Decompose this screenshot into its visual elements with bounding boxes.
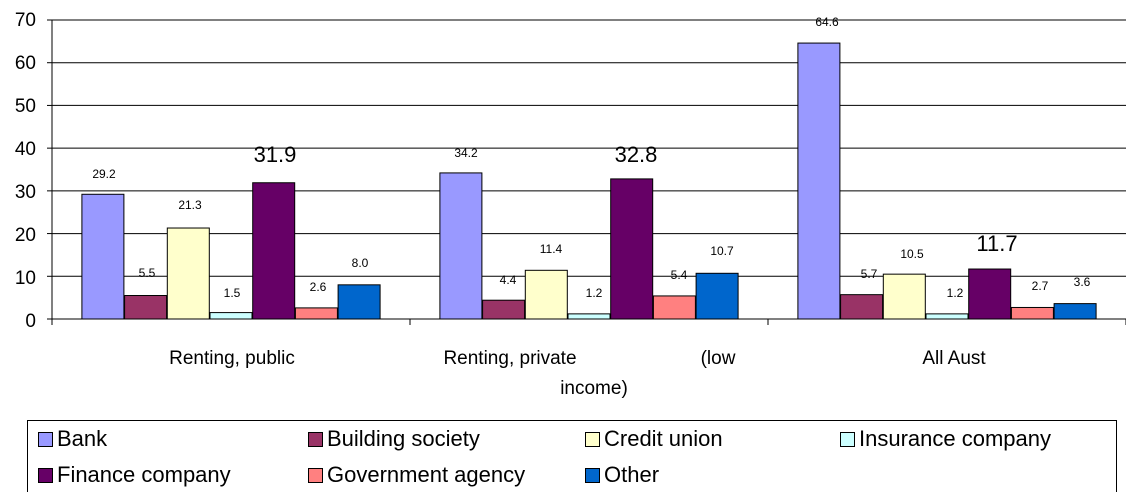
- bar: [337, 284, 381, 320]
- legend-label: Government agency: [327, 462, 526, 487]
- legend-item-government-agency[interactable]: Government agency: [308, 459, 525, 491]
- legend-swatch-other: [585, 467, 600, 483]
- x-tick-label-low: (low: [701, 348, 736, 369]
- data-label: 2.6: [310, 280, 327, 294]
- y-tick-label: 50: [15, 96, 36, 117]
- x-tick-label-income: income): [560, 378, 628, 399]
- bar: [840, 294, 884, 320]
- legend-swatch-building-society: [308, 431, 323, 447]
- legend-label: Insurance company: [859, 426, 1051, 451]
- data-label: 10.7: [710, 244, 734, 258]
- data-label: 29.2: [92, 167, 116, 181]
- data-label: 10.5: [900, 247, 924, 261]
- data-label: 8.0: [352, 256, 369, 270]
- bar: [294, 307, 338, 320]
- legend-swatch-finance-company: [38, 467, 53, 483]
- bar: [610, 178, 654, 320]
- legend-item-credit-union[interactable]: Credit union: [585, 423, 723, 455]
- bar: [524, 269, 568, 320]
- legend-label: Other: [604, 462, 660, 487]
- data-label: 11.4: [540, 242, 563, 256]
- legend-label: Building society: [327, 426, 480, 451]
- axes: [47, 19, 1126, 325]
- legend-swatch-credit-union: [585, 431, 600, 447]
- legend-swatch-insurance-company: [840, 431, 855, 447]
- legend-item-building-society[interactable]: Building society: [308, 423, 480, 455]
- y-tick-label: 30: [15, 182, 36, 203]
- gridlines: [52, 19, 1126, 277]
- bar-chart: 0 10 20 30 40 50 60 70 Renting, public R…: [15, 10, 1126, 399]
- data-label: 2.7: [1032, 279, 1049, 293]
- y-tick-label: 60: [15, 53, 36, 74]
- bar: [652, 295, 696, 320]
- legend-label: Finance company: [57, 462, 231, 487]
- bars: [81, 42, 1097, 320]
- data-labels: 29.2 5.5 21.3 1.5 31.9 2.6 8.0 34.2 4.4 …: [92, 15, 1090, 300]
- bar: [695, 272, 739, 320]
- bar: [797, 42, 841, 320]
- legend: Bank Building society Credit union Insur…: [27, 420, 1117, 492]
- data-label: 1.2: [947, 286, 964, 300]
- bar: [482, 299, 526, 320]
- bar: [925, 313, 969, 320]
- y-tick-label: 0: [25, 311, 36, 332]
- legend-item-finance-company[interactable]: Finance company: [38, 459, 231, 491]
- data-label: 1.5: [224, 286, 241, 300]
- bar: [252, 182, 296, 320]
- bar: [1053, 303, 1097, 320]
- y-tick-label: 10: [15, 268, 36, 289]
- x-tick-label-all-aust: All Aust: [922, 348, 986, 369]
- data-label: 3.6: [1074, 275, 1091, 289]
- bar: [439, 172, 483, 320]
- y-tick-label: 20: [15, 225, 36, 246]
- legend-item-other[interactable]: Other: [585, 459, 659, 491]
- data-label: 5.7: [861, 267, 878, 281]
- legend-swatch-bank: [38, 431, 53, 447]
- data-label: 34.2: [454, 146, 478, 160]
- bar: [968, 268, 1012, 320]
- bar: [882, 273, 926, 320]
- y-tick-labels: 0 10 20 30 40 50 60 70: [15, 10, 36, 332]
- bar: [81, 193, 125, 320]
- data-label: 64.6: [815, 15, 839, 29]
- legend-label: Credit union: [604, 426, 723, 451]
- x-tick-labels: Renting, public Renting, private (low in…: [169, 348, 986, 399]
- legend-item-insurance-company[interactable]: Insurance company: [840, 423, 1051, 455]
- y-tick-label: 70: [15, 10, 36, 31]
- legend-label: Bank: [57, 426, 108, 451]
- data-label: 32.8: [615, 142, 658, 167]
- x-tick-label-renting-public: Renting, public: [169, 348, 295, 369]
- data-label: 5.5: [139, 266, 156, 280]
- data-label: 1.2: [586, 286, 603, 300]
- x-tick-label-renting-private: Renting, private: [443, 348, 576, 369]
- bar: [567, 313, 611, 320]
- data-label: 21.3: [178, 198, 202, 212]
- bar: [209, 312, 253, 320]
- data-label: 31.9: [254, 142, 297, 167]
- bar: [166, 227, 210, 320]
- legend-swatch-government-agency: [308, 467, 323, 483]
- data-label: 4.4: [500, 273, 517, 287]
- data-label: 5.4: [671, 268, 688, 282]
- legend-item-bank[interactable]: Bank: [38, 423, 107, 455]
- bar: [124, 295, 168, 320]
- y-tick-label: 40: [15, 139, 36, 160]
- bar: [1010, 306, 1054, 320]
- data-label: 11.7: [976, 231, 1017, 256]
